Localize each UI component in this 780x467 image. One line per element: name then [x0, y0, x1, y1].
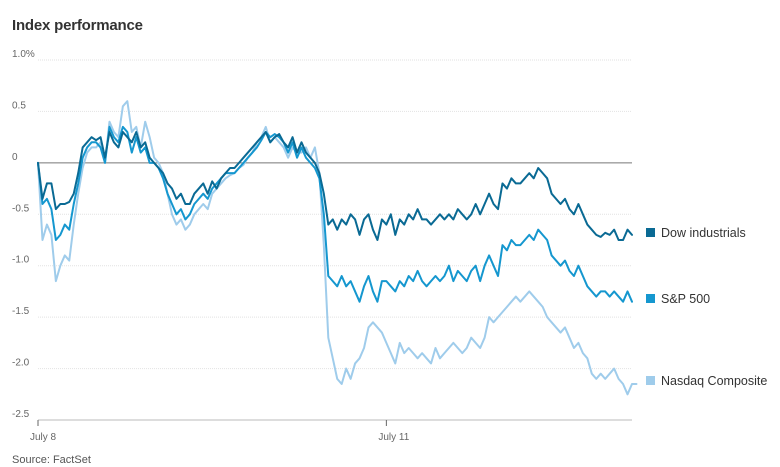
y-tick-label: 0: [12, 152, 18, 163]
legend-label: S&P 500: [661, 292, 710, 306]
x-tick-label: July 8: [30, 432, 57, 443]
y-tick-label: 0.5: [12, 100, 26, 111]
y-tick-label: -1.0: [12, 255, 30, 266]
y-tick-label: -2.0: [12, 358, 30, 369]
legend-swatch: [646, 294, 655, 303]
legend: Dow industrials S&P 500 Nasdaq Composite: [646, 226, 767, 388]
legend-swatch: [646, 228, 655, 237]
y-tick-label: 1.0%: [12, 49, 35, 60]
y-tick-label: -1.5: [12, 306, 30, 317]
series-line-dow-industrials: [37, 131, 633, 241]
y-tick-label: -0.5: [12, 203, 30, 214]
x-tick-label: July 11: [378, 432, 409, 443]
chart-title: Index performance: [12, 17, 143, 34]
y-tick-label: -2.5: [12, 409, 30, 420]
series-lines: [37, 100, 638, 396]
chart-source: Source: FactSet: [12, 454, 91, 466]
series-line-s-p-500: [37, 125, 633, 303]
legend-swatch: [646, 376, 655, 385]
legend-label: Nasdaq Composite: [661, 374, 767, 388]
legend-label: Dow industrials: [661, 226, 746, 240]
axes: 1.0% 0.5 0 -0.5 -1.0 -1.5 -2.0 -2.5 July 8 July 1…: [12, 49, 632, 443]
series-line-nasdaq-composite: [37, 100, 638, 396]
